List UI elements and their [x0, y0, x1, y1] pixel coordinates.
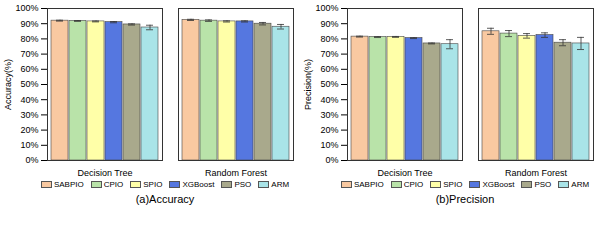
svg-text:Precision(%): Precision(%): [303, 59, 313, 110]
svg-text:40%: 40%: [320, 95, 338, 105]
svg-text:0%: 0%: [25, 155, 38, 165]
svg-text:80%: 80%: [320, 34, 338, 44]
svg-text:100%: 100%: [15, 3, 38, 13]
html-text:(a)Accuracy: (a)Accuracy: [135, 193, 195, 205]
html-text:CPIO: CPIO: [403, 180, 424, 189]
svg-text:Random Forest: Random Forest: [205, 168, 268, 178]
svg-text:20%: 20%: [20, 125, 38, 135]
svg-text:10%: 10%: [320, 140, 338, 150]
svg-text:50%: 50%: [20, 79, 38, 89]
svg-text:90%: 90%: [20, 19, 38, 29]
svg-text:60%: 60%: [20, 64, 38, 74]
html-text:PSO: PSO: [234, 180, 252, 189]
html-text:SPIO: SPIO: [143, 180, 163, 189]
svg-text:100%: 100%: [315, 3, 338, 13]
html-text:XGBoost: XGBoost: [182, 180, 215, 189]
svg-text:Accuracy(%): Accuracy(%): [3, 59, 13, 110]
html-text:SABPIO: SABPIO: [53, 180, 84, 189]
html-text:PSO: PSO: [534, 180, 552, 189]
svg-text:30%: 30%: [20, 110, 38, 120]
svg-text:Decision Tree: Decision Tree: [77, 168, 132, 178]
html-text:SPIO: SPIO: [443, 180, 463, 189]
html-text:CPIO: CPIO: [103, 180, 124, 189]
svg-text:50%: 50%: [320, 79, 338, 89]
html-text:SABPIO: SABPIO: [353, 180, 384, 189]
html-text:ARM: ARM: [571, 180, 590, 189]
html-text:(b)Precision: (b)Precision: [435, 193, 495, 205]
svg-text:0%: 0%: [325, 155, 338, 165]
svg-text:60%: 60%: [320, 64, 338, 74]
svg-text:10%: 10%: [20, 140, 38, 150]
svg-text:90%: 90%: [320, 19, 338, 29]
svg-text:70%: 70%: [20, 49, 38, 59]
svg-text:Decision Tree: Decision Tree: [377, 168, 432, 178]
html-text:ARM: ARM: [271, 180, 290, 189]
svg-text:20%: 20%: [320, 125, 338, 135]
svg-text:80%: 80%: [20, 34, 38, 44]
svg-text:Random Forest: Random Forest: [505, 168, 568, 178]
svg-text:30%: 30%: [320, 110, 338, 120]
svg-text:40%: 40%: [20, 95, 38, 105]
svg-text:70%: 70%: [320, 49, 338, 59]
html-text:XGBoost: XGBoost: [482, 180, 515, 189]
